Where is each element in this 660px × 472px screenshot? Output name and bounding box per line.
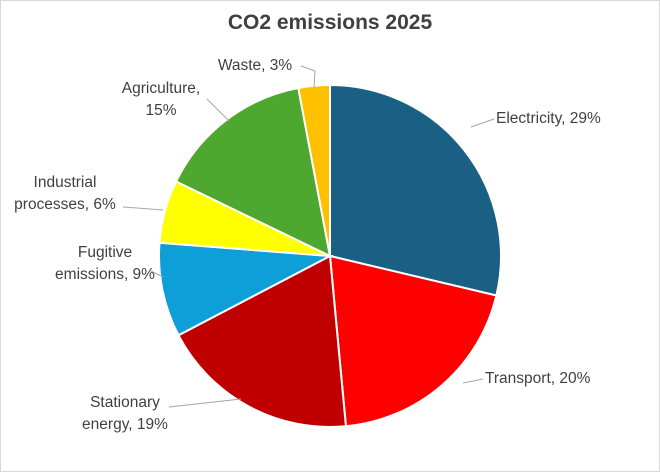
pie-slice-transport [328,254,498,428]
leader-line [168,398,242,408]
pie-slice-electricity [329,83,502,297]
leader-line [300,65,316,89]
data-label-electricity: Electricity, 29% [496,110,601,127]
chart-title: CO2 emissions 2025 [227,11,433,34]
leader-line [150,270,164,278]
data-label-fugitive-emissions: Fugitive emissions, 9% [55,244,155,283]
pie-slice-agriculture [174,86,332,258]
leader-line [462,378,484,384]
pie-slice-stationary-energy [177,254,348,428]
leader-line [206,98,230,122]
data-label-waste: Waste, 3% [218,57,293,74]
data-label-industrial-processes: Industrial processes, 6% [14,174,116,213]
data-label-stationary-energy: Stationary energy, 19% [82,394,168,433]
leader-line [122,206,164,211]
pie-slice-fugitive-emissions [158,241,334,337]
leader-line [470,118,495,128]
data-label-agriculture: Agriculture, 15% [122,80,200,119]
data-label-transport: Transport, 20% [485,370,591,387]
